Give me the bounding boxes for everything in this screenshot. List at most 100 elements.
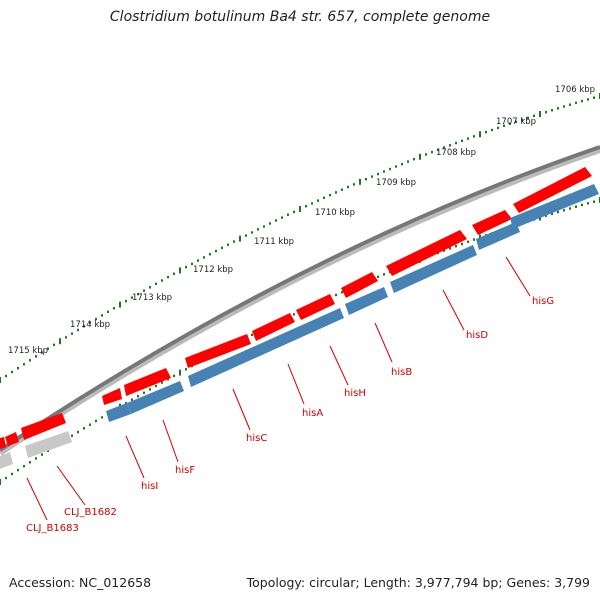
gene-label: CLJ_B1683 [26, 523, 79, 534]
gene-label: hisD [466, 330, 488, 341]
minor-tick-mark [71, 434, 73, 437]
gene-label: hisA [302, 408, 323, 419]
minor-tick-mark [149, 286, 151, 289]
minor-tick-mark [269, 222, 271, 225]
gene-label: hisB [391, 367, 412, 378]
minor-tick-mark [455, 141, 457, 145]
minor-tick-mark [497, 126, 499, 130]
minor-tick-mark [131, 398, 133, 401]
leader-line [442, 289, 465, 331]
minor-tick-mark [143, 391, 145, 394]
minor-tick-mark [383, 170, 385, 173]
gene-label: CLJ_B1682 [64, 507, 117, 518]
minor-tick-mark [47, 449, 49, 452]
minor-tick-mark [173, 374, 175, 378]
leader-line [505, 256, 531, 297]
gene-label: hisF [175, 465, 195, 476]
minor-tick-mark [167, 275, 169, 279]
minor-tick-mark [35, 355, 37, 358]
minor-tick-mark [167, 378, 169, 381]
minor-tick-mark [275, 219, 277, 222]
minor-tick-mark [587, 98, 589, 101]
leader-line [125, 435, 145, 479]
gene-label: hisH [344, 388, 366, 399]
minor-tick-mark [11, 370, 13, 374]
feature-forward [252, 313, 295, 341]
minor-tick-mark [89, 423, 91, 426]
feature-reverse [510, 184, 599, 229]
minor-tick-mark [215, 249, 217, 253]
minor-tick-mark [581, 203, 583, 207]
feature-forward [102, 388, 122, 405]
other-features [0, 431, 72, 469]
minor-tick-mark [257, 228, 259, 231]
minor-tick-mark [35, 457, 37, 460]
minor-tick-mark [77, 328, 79, 332]
minor-tick-mark [113, 307, 115, 310]
minor-tick-mark [29, 461, 31, 464]
tick-label: 1711 kbp [254, 237, 294, 247]
tick-dots-inner [0, 197, 600, 485]
minor-tick-mark [569, 103, 571, 106]
leader-line [162, 419, 179, 463]
minor-tick-mark [461, 139, 463, 142]
feature-forward [0, 437, 6, 449]
minor-tick-mark [377, 275, 379, 278]
minor-tick-mark [125, 402, 127, 405]
minor-tick-mark [221, 246, 223, 250]
minor-tick-mark [563, 209, 565, 212]
backbone-circle [0, 145, 600, 452]
major-tick-mark [59, 338, 61, 345]
minor-tick-mark [41, 453, 43, 456]
minor-tick-mark [137, 292, 139, 296]
tick-label: 1708 kbp [436, 148, 476, 158]
major-tick-mark [479, 131, 481, 138]
minor-tick-mark [149, 388, 151, 391]
major-tick-mark [239, 235, 241, 242]
feature-forward [21, 413, 66, 440]
minor-tick-mark [23, 465, 25, 468]
minor-tick-mark [155, 384, 157, 388]
minor-tick-mark [173, 272, 175, 275]
minor-tick-mark [251, 333, 253, 336]
minor-tick-mark [65, 336, 67, 339]
feature-forward [386, 230, 467, 276]
minor-tick-mark [515, 120, 517, 123]
minor-tick-mark [581, 99, 583, 103]
feature-forward [341, 272, 378, 298]
minor-tick-mark [557, 107, 559, 110]
minor-tick-mark [383, 273, 385, 276]
major-tick-mark [359, 178, 361, 185]
tick-label: 1710 kbp [315, 208, 355, 218]
minor-tick-mark [545, 110, 547, 114]
minor-tick-mark [449, 144, 451, 147]
feature-reverse [127, 381, 184, 414]
minor-tick-mark [533, 114, 535, 118]
minor-tick-mark [461, 242, 463, 246]
minor-tick-mark [503, 124, 505, 127]
minor-tick-mark [551, 109, 553, 112]
minor-tick-mark [17, 468, 19, 472]
major-tick-mark [419, 153, 421, 160]
leader-line [26, 477, 48, 521]
minor-tick-mark [587, 202, 589, 205]
minor-tick-mark [443, 249, 445, 252]
minor-tick-mark [557, 210, 559, 214]
minor-tick-mark [407, 160, 409, 163]
minor-tick-mark [83, 427, 85, 430]
minor-tick-mark [329, 193, 331, 197]
minor-tick-mark [143, 289, 145, 292]
major-tick-mark [299, 206, 301, 212]
tick-label: 1712 kbp [193, 265, 233, 275]
major-tick-mark [0, 479, 1, 485]
feature-forward [5, 432, 19, 446]
major-tick-mark [119, 301, 121, 308]
tick-dots-outer [0, 93, 600, 383]
feature-forward [513, 167, 592, 213]
minor-tick-mark [575, 101, 577, 105]
gene-label: hisG [532, 296, 554, 307]
minor-tick-mark [311, 202, 313, 205]
minor-tick-mark [455, 245, 457, 248]
major-tick-mark [0, 377, 1, 383]
